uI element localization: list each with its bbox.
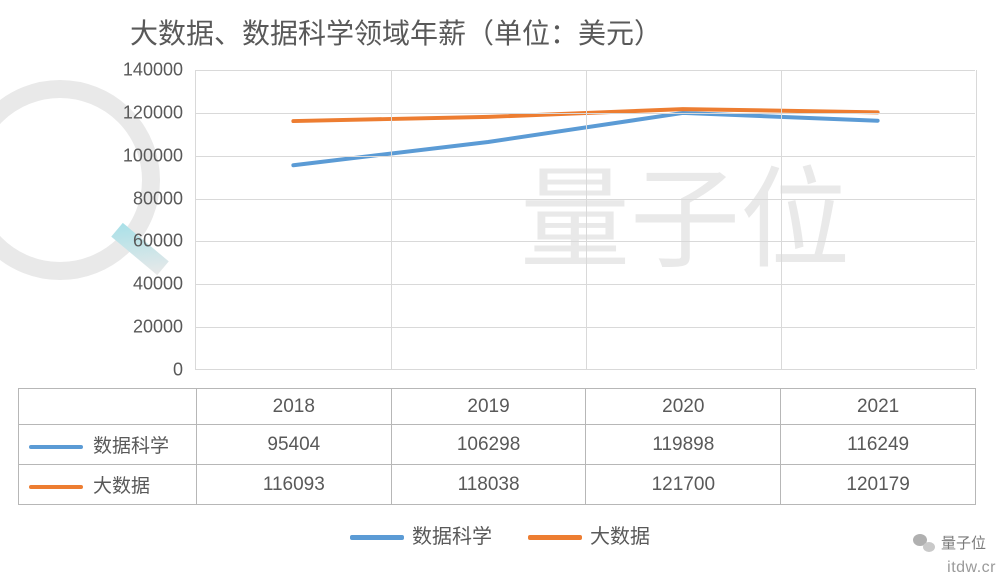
legend-item: 数据科学 xyxy=(350,520,492,549)
table-cell: 116249 xyxy=(781,425,976,465)
table-cell: 121700 xyxy=(586,465,781,505)
table-year-header: 2021 xyxy=(781,389,976,425)
table-corner-cell xyxy=(19,389,197,425)
table-cell: 119898 xyxy=(586,425,781,465)
wechat-icon xyxy=(913,534,935,552)
source-badge: 量子位 xyxy=(913,532,986,553)
gridline-vertical xyxy=(586,70,587,369)
gridline-vertical xyxy=(976,70,977,369)
table-series-label: 大数据 xyxy=(19,465,197,505)
legend-label: 大数据 xyxy=(590,526,650,548)
table-year-header: 2018 xyxy=(196,389,391,425)
table-cell: 116093 xyxy=(196,465,391,505)
legend-label: 数据科学 xyxy=(412,526,492,548)
y-tick-label: 60000 xyxy=(0,231,183,252)
legend-item: 大数据 xyxy=(528,520,650,549)
y-tick-label: 40000 xyxy=(0,274,183,295)
table-series-label: 数据科学 xyxy=(19,425,197,465)
source-label: 量子位 xyxy=(941,532,986,553)
y-tick-label: 120000 xyxy=(0,102,183,123)
table-cell: 95404 xyxy=(196,425,391,465)
table-year-header: 2019 xyxy=(391,389,586,425)
legend-swatch xyxy=(29,445,83,449)
legend-swatch xyxy=(350,535,404,540)
gridline-vertical xyxy=(391,70,392,369)
legend-swatch xyxy=(528,535,582,540)
y-tick-label: 0 xyxy=(0,360,183,381)
gridline-vertical xyxy=(781,70,782,369)
legend: 数据科学 大数据 xyxy=(0,520,1000,549)
table-series-name: 数据科学 xyxy=(93,436,169,457)
table-cell: 120179 xyxy=(781,465,976,505)
corner-text: itdw.cr xyxy=(947,559,996,577)
y-tick-label: 140000 xyxy=(0,60,183,81)
table-cell: 106298 xyxy=(391,425,586,465)
chart-container: 量子位 大数据、数据科学领域年薪（单位：美元） 0 20000 40000 60000… xyxy=(0,0,1000,581)
table-series-name: 大数据 xyxy=(93,476,150,497)
chart-title: 大数据、数据科学领域年薪（单位：美元） xyxy=(0,12,1000,52)
y-tick-label: 20000 xyxy=(0,317,183,338)
plot-area xyxy=(195,70,975,370)
data-table: 2018201920202021数据科学95404106298119898116… xyxy=(18,388,976,505)
table-year-header: 2020 xyxy=(586,389,781,425)
y-tick-label: 100000 xyxy=(0,145,183,166)
y-tick-label: 80000 xyxy=(0,188,183,209)
legend-swatch xyxy=(29,485,83,489)
chart-area: 020000400006000080000100000120000140000 xyxy=(0,70,1000,390)
table-cell: 118038 xyxy=(391,465,586,505)
